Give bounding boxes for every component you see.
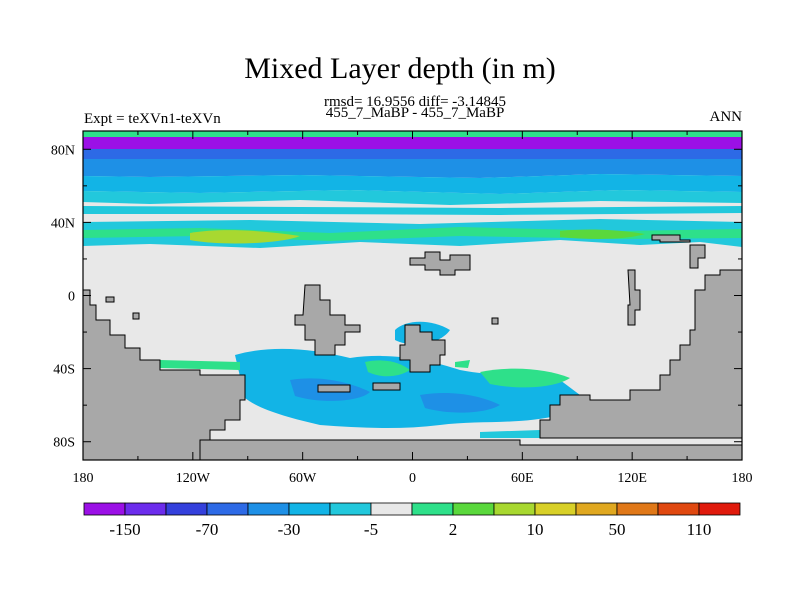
land-eastern xyxy=(539,269,742,439)
x-tick-label: 60W xyxy=(289,471,317,486)
north-midlat-positive-patch xyxy=(560,229,645,239)
x-tick-label: 120W xyxy=(176,471,211,486)
season-label: ANN xyxy=(709,109,743,125)
y-tick-label: 0 xyxy=(68,290,75,305)
map-plot-area xyxy=(83,131,742,460)
colorbar-swatch xyxy=(288,502,331,516)
x-tick-label: 180 xyxy=(73,471,94,486)
x-tick-label: 120E xyxy=(617,471,647,486)
colorbar-swatch xyxy=(698,502,741,516)
colorbar-swatch xyxy=(452,502,495,516)
x-tick-label: 180 xyxy=(732,471,753,486)
southern-ocean-band-south xyxy=(480,430,540,438)
land-antarctica xyxy=(199,439,742,460)
colorbar-label: -70 xyxy=(196,520,219,539)
colorbar-swatch xyxy=(329,502,372,516)
land-island-3 xyxy=(105,296,115,303)
north-band-5 xyxy=(83,206,742,215)
land-africa xyxy=(399,324,446,373)
colorbar-swatch xyxy=(575,502,618,516)
arctic-negative-band xyxy=(83,137,742,149)
cases-subtitle: 455_7_MaBP - 455_7_MaBP xyxy=(325,105,505,121)
y-tick-label: 40N xyxy=(51,216,75,231)
north-midlat-strong-positive xyxy=(190,230,300,244)
southern-ocean-strong-negative-2 xyxy=(420,393,500,413)
southern-ocean-positive-center xyxy=(365,360,410,377)
north-band-2 xyxy=(83,159,742,178)
land-island-east xyxy=(627,269,641,326)
colorbar-label: 50 xyxy=(609,520,626,539)
colorbar-swatch xyxy=(534,502,577,516)
experiment-label: Expt = teXVn1-teXVn xyxy=(84,111,221,127)
y-tick-label: 40S xyxy=(53,363,75,378)
land-island-2 xyxy=(372,382,401,391)
y-tick-label: 80N xyxy=(51,143,75,158)
land-south-america xyxy=(294,284,361,356)
y-axis: 80N 40N 0 40S 80S xyxy=(51,143,742,451)
colorbar-label: -150 xyxy=(109,520,140,539)
colorbar-swatch xyxy=(616,502,659,516)
y-tick-label: 80S xyxy=(53,436,75,451)
x-axis: 180 120W 60W 0 60E 120E 180 xyxy=(73,131,753,486)
chart-title: Mixed Layer depth (in m) xyxy=(244,52,556,85)
tropical-positive-patch xyxy=(455,360,470,368)
colorbar-swatch xyxy=(657,502,700,516)
colorbar-label: -30 xyxy=(278,520,301,539)
x-tick-label: 60E xyxy=(511,471,534,486)
land-island-1 xyxy=(317,384,351,393)
land-north-center xyxy=(409,251,471,276)
land-north-east-2 xyxy=(689,244,706,269)
colorbar-label: 2 xyxy=(449,520,458,539)
north-band-3 xyxy=(83,174,742,194)
land-island-4 xyxy=(132,312,140,320)
colorbar-swatch xyxy=(83,502,126,516)
north-band-4 xyxy=(83,190,742,205)
southern-ocean-positive xyxy=(480,368,570,388)
colorbar-label: 10 xyxy=(527,520,544,539)
colorbar-label: 110 xyxy=(687,520,712,539)
land-island-5 xyxy=(491,317,499,325)
colorbar-swatch xyxy=(370,502,413,516)
colorbar-swatch xyxy=(247,502,290,516)
x-tick-label: 0 xyxy=(409,471,416,486)
colorbar: -150 -70 -30 -5 2 10 50 110 xyxy=(83,502,741,539)
southern-ocean-negative xyxy=(235,348,580,429)
colorbar-swatch xyxy=(124,502,167,516)
stats-subtitle: rmsd= 16.9556 diff= -3.14845 xyxy=(323,94,507,110)
colorbar-swatch xyxy=(493,502,536,516)
land-north-east xyxy=(651,234,691,243)
north-band-1 xyxy=(83,149,742,159)
colorbar-label: -5 xyxy=(364,520,378,539)
colorbar-swatch xyxy=(165,502,208,516)
colorbar-swatch xyxy=(411,502,454,516)
southern-ocean-positive-west xyxy=(160,360,240,370)
colorbar-swatch xyxy=(206,502,249,516)
land-masks xyxy=(83,234,742,460)
